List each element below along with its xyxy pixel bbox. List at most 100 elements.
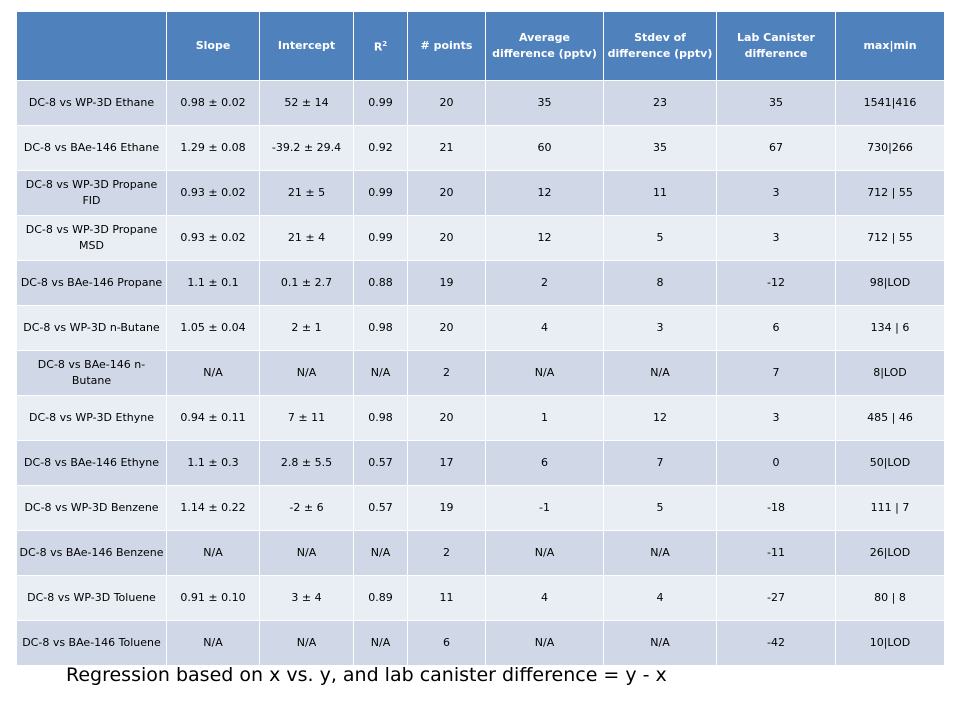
row-label: DC-8 vs WP-3D Benzene xyxy=(16,485,167,531)
intercept-cell: 3 ± 4 xyxy=(259,575,354,621)
table-row: DC-8 vs WP-3D Toluene 0.91 ± 0.10 3 ± 4 0.8… xyxy=(16,575,945,621)
slope-cell: N/A xyxy=(166,620,260,666)
lab-canister-difference-cell: 67 xyxy=(716,125,836,171)
header-row: Slope Intercept R2 # points Average diff… xyxy=(16,11,945,81)
average-difference-cell: N/A xyxy=(485,530,604,576)
slope-cell: 1.29 ± 0.08 xyxy=(166,125,260,171)
row-label: DC-8 vs WP-3D n-Butane xyxy=(16,305,167,351)
intercept-cell: 21 ± 4 xyxy=(259,215,354,261)
intercept-cell: N/A xyxy=(259,350,354,396)
points-cell: 19 xyxy=(407,260,486,306)
points-cell: 6 xyxy=(407,620,486,666)
average-difference-cell: N/A xyxy=(485,350,604,396)
average-difference-cell: 4 xyxy=(485,305,604,351)
stdev-difference-cell: 8 xyxy=(603,260,717,306)
r-squared-cell: 0.57 xyxy=(353,485,408,531)
slope-cell: 0.91 ± 0.10 xyxy=(166,575,260,621)
slope-cell: 0.94 ± 0.11 xyxy=(166,395,260,441)
points-cell: 20 xyxy=(407,215,486,261)
intercept-cell: 0.1 ± 2.7 xyxy=(259,260,354,306)
intercept-cell: -39.2 ± 29.4 xyxy=(259,125,354,171)
points-cell: 20 xyxy=(407,170,486,216)
average-difference-cell: 6 xyxy=(485,440,604,486)
table-row: DC-8 vs BAe-146 Benzene N/A N/A N/A 2 N/A N/A -… xyxy=(16,530,945,576)
max-min-cell: 111 | 7 xyxy=(835,485,945,531)
header-r-label: R xyxy=(373,40,383,54)
table-row: DC-8 vs BAe-146 Toluene N/A N/A N/A 6 N/A N/A -… xyxy=(16,620,945,666)
header-lab-canister-difference: Lab Canister difference xyxy=(716,11,836,81)
intercept-cell: 7 ± 11 xyxy=(259,395,354,441)
footnote: Regression based on x vs. y, and lab can… xyxy=(66,664,667,686)
points-cell: 2 xyxy=(407,530,486,576)
row-label: DC-8 vs WP-3D Propane MSD xyxy=(16,215,167,261)
stdev-difference-cell: 3 xyxy=(603,305,717,351)
slope-cell: 1.14 ± 0.22 xyxy=(166,485,260,531)
intercept-cell: N/A xyxy=(259,530,354,576)
intercept-cell: 2.8 ± 5.5 xyxy=(259,440,354,486)
comparison-table: Slope Intercept R2 # points Average diff… xyxy=(16,11,945,666)
intercept-cell: 2 ± 1 xyxy=(259,305,354,351)
stdev-difference-cell: N/A xyxy=(603,350,717,396)
header-intercept: Intercept xyxy=(259,11,354,81)
row-label: DC-8 vs BAe-146 n-Butane xyxy=(16,350,167,396)
stdev-difference-cell: N/A xyxy=(603,620,717,666)
table-row: DC-8 vs WP-3D Propane MSD 0.93 ± 0.02 21 ±… xyxy=(16,215,945,261)
table-row: DC-8 vs WP-3D n-Butane 1.05 ± 0.04 2 ± 1 0.… xyxy=(16,305,945,351)
max-min-cell: 50|LOD xyxy=(835,440,945,486)
slope-cell: 0.93 ± 0.02 xyxy=(166,215,260,261)
average-difference-cell: 4 xyxy=(485,575,604,621)
points-cell: 17 xyxy=(407,440,486,486)
max-min-cell: 10|LOD xyxy=(835,620,945,666)
max-min-cell: 134 | 6 xyxy=(835,305,945,351)
points-cell: 20 xyxy=(407,305,486,351)
intercept-cell: 21 ± 5 xyxy=(259,170,354,216)
slope-cell: 1.1 ± 0.1 xyxy=(166,260,260,306)
stdev-difference-cell: 11 xyxy=(603,170,717,216)
row-label: DC-8 vs BAe-146 Toluene xyxy=(16,620,167,666)
lab-canister-difference-cell: 3 xyxy=(716,395,836,441)
slope-cell: 0.93 ± 0.02 xyxy=(166,170,260,216)
slope-cell: 1.1 ± 0.3 xyxy=(166,440,260,486)
max-min-cell: 1541|416 xyxy=(835,80,945,126)
header-average-difference: Average difference (pptv) xyxy=(485,11,604,81)
row-label: DC-8 vs BAe-146 Ethane xyxy=(16,125,167,171)
lab-canister-difference-cell: 35 xyxy=(716,80,836,126)
table-row: DC-8 vs WP-3D Propane FID 0.93 ± 0.02 21 ±… xyxy=(16,170,945,216)
header-r-superscript: 2 xyxy=(382,40,388,49)
average-difference-cell: 12 xyxy=(485,170,604,216)
header-max-min: max|min xyxy=(835,11,945,81)
max-min-cell: 8|LOD xyxy=(835,350,945,396)
r-squared-cell: 0.99 xyxy=(353,170,408,216)
slope-cell: N/A xyxy=(166,350,260,396)
header-points: # points xyxy=(407,11,486,81)
stdev-difference-cell: 5 xyxy=(603,485,717,531)
average-difference-cell: 60 xyxy=(485,125,604,171)
table-row: DC-8 vs WP-3D Ethane 0.98 ± 0.02 52 ± 14 0.… xyxy=(16,80,945,126)
points-cell: 20 xyxy=(407,395,486,441)
r-squared-cell: N/A xyxy=(353,350,408,396)
lab-canister-difference-cell: -11 xyxy=(716,530,836,576)
header-slope: Slope xyxy=(166,11,260,81)
max-min-cell: 712 | 55 xyxy=(835,170,945,216)
row-label: DC-8 vs WP-3D Toluene xyxy=(16,575,167,621)
r-squared-cell: 0.92 xyxy=(353,125,408,171)
slope-cell: 1.05 ± 0.04 xyxy=(166,305,260,351)
stdev-difference-cell: N/A xyxy=(603,530,717,576)
table-row: DC-8 vs BAe-146 Propane 1.1 ± 0.1 0.1 ± 2.… xyxy=(16,260,945,306)
row-label: DC-8 vs WP-3D Ethyne xyxy=(16,395,167,441)
slope-cell: 0.98 ± 0.02 xyxy=(166,80,260,126)
points-cell: 19 xyxy=(407,485,486,531)
lab-canister-difference-cell: -18 xyxy=(716,485,836,531)
stdev-difference-cell: 35 xyxy=(603,125,717,171)
stdev-difference-cell: 12 xyxy=(603,395,717,441)
row-label: DC-8 vs WP-3D Propane FID xyxy=(16,170,167,216)
max-min-cell: 26|LOD xyxy=(835,530,945,576)
lab-canister-difference-cell: 3 xyxy=(716,170,836,216)
table-body: DC-8 vs WP-3D Ethane 0.98 ± 0.02 52 ± 14 0.… xyxy=(16,80,945,666)
average-difference-cell: N/A xyxy=(485,620,604,666)
average-difference-cell: 1 xyxy=(485,395,604,441)
average-difference-cell: 35 xyxy=(485,80,604,126)
max-min-cell: 730|266 xyxy=(835,125,945,171)
table-row: DC-8 vs BAe-146 Ethane 1.29 ± 0.08 -39.2 ±… xyxy=(16,125,945,171)
intercept-cell: -2 ± 6 xyxy=(259,485,354,531)
